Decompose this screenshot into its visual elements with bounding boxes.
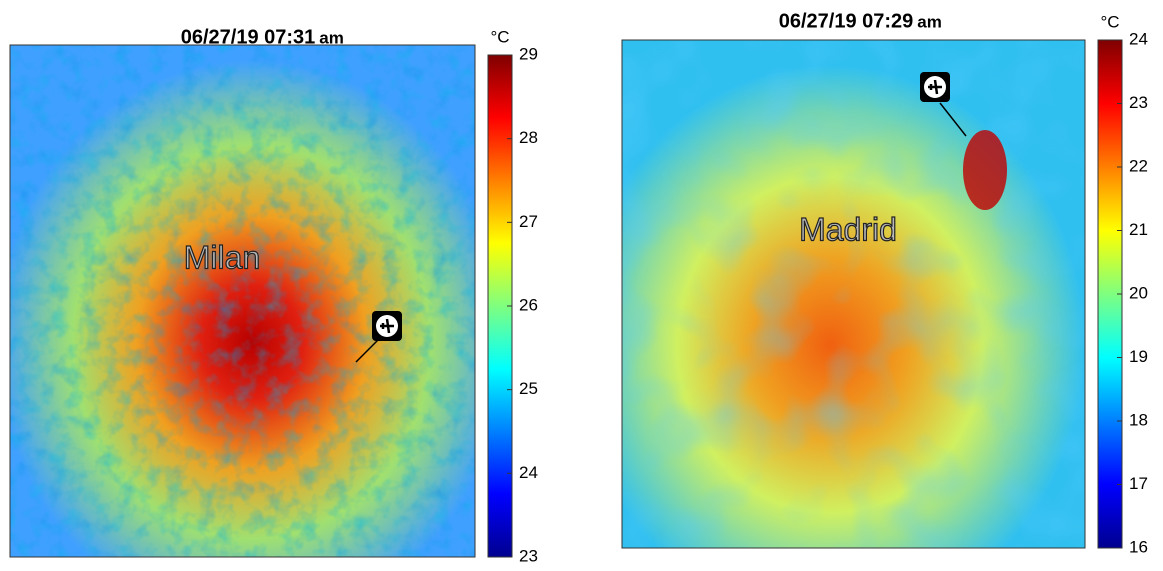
- colorbar-tick-label: 24: [519, 463, 538, 482]
- colorbar-unit: °C: [490, 27, 509, 46]
- colorbar-tick-label: 26: [519, 295, 538, 314]
- panel-title-suffix: am: [319, 28, 344, 47]
- colorbar-tick-label: 23: [1129, 93, 1148, 112]
- figure: 06/27/19 07:31amMilan°C2324252627282906/…: [0, 0, 1163, 571]
- panel-title-suffix: am: [917, 12, 942, 31]
- colorbar-tick-label: 22: [1129, 156, 1148, 175]
- colorbar-tick-label: 25: [519, 379, 538, 398]
- thermal-map: [622, 40, 1085, 548]
- colorbar-tick-label: 17: [1129, 474, 1148, 493]
- city-label: Milan: [184, 239, 260, 275]
- colorbar-tick-label: 27: [519, 212, 538, 231]
- colorbar-tick-label: 16: [1129, 537, 1148, 556]
- colorbar-tick-label: 28: [519, 128, 538, 147]
- city-label: Madrid: [799, 211, 897, 247]
- colorbar-tick-label: 29: [519, 44, 538, 63]
- colorbar-tick-label: 24: [1129, 29, 1148, 48]
- colorbar-tick-label: 19: [1129, 347, 1148, 366]
- colorbar-tick-label: 18: [1129, 410, 1148, 429]
- panel-title: 06/27/19 07:29: [779, 10, 914, 32]
- colorbar-tick-label: 20: [1129, 283, 1148, 302]
- colorbar-tick-label: 21: [1129, 220, 1148, 239]
- colorbar-unit: °C: [1100, 12, 1119, 31]
- thermal-map: [10, 45, 475, 557]
- colorbar-tick-label: 23: [519, 546, 538, 565]
- panel-title: 06/27/19 07:31: [181, 26, 316, 48]
